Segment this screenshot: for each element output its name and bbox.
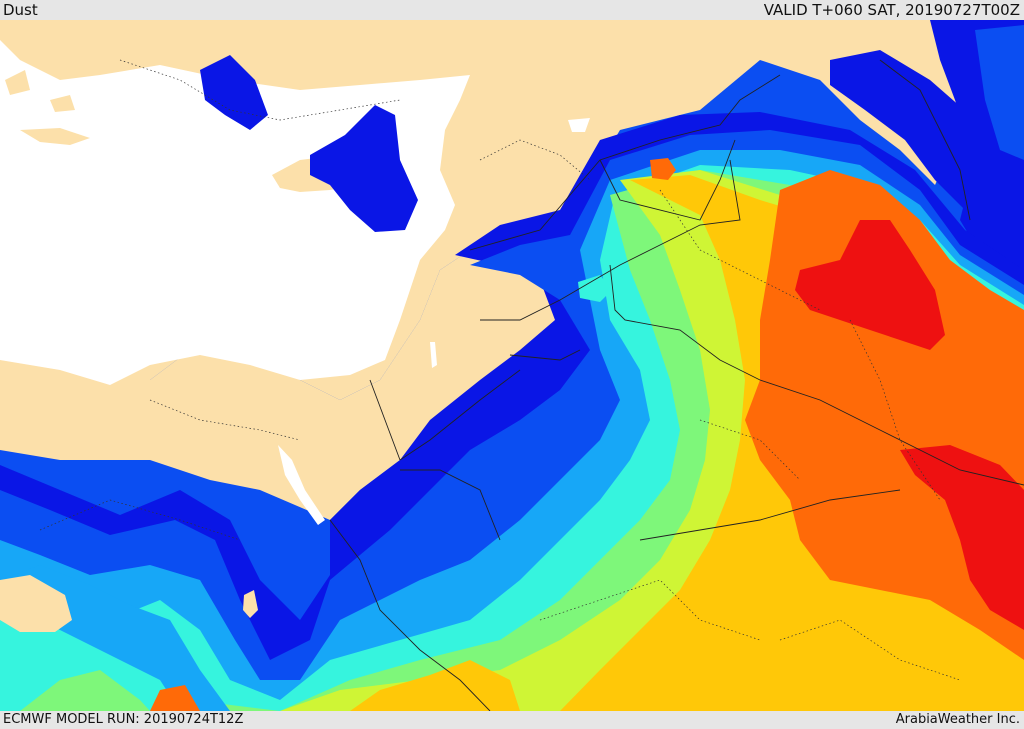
dead-sea bbox=[430, 342, 437, 368]
product-title: Dust bbox=[3, 1, 38, 19]
dust-southwest-orange bbox=[150, 685, 200, 711]
lake-van bbox=[568, 118, 590, 132]
map-canvas bbox=[0, 20, 1024, 711]
dust-blob-caspian bbox=[830, 50, 985, 210]
dust-forecast-map bbox=[0, 20, 1024, 711]
land-oasis-patch bbox=[243, 590, 258, 618]
dust-spot-syria bbox=[650, 158, 676, 180]
dust-pocket-jordan bbox=[578, 275, 612, 302]
model-run-label: ECMWF MODEL RUN: 20190724T12Z bbox=[3, 712, 244, 727]
land-southwest bbox=[0, 250, 580, 520]
mediterranean-sea bbox=[0, 40, 470, 385]
libya-land-patch bbox=[0, 575, 72, 632]
dust-level-9-north bbox=[795, 220, 945, 350]
header-bar: Dust VALID T+060 SAT, 20190727T00Z bbox=[0, 0, 1024, 20]
valid-time-label: VALID T+060 SAT, 20190727T00Z bbox=[763, 1, 1020, 19]
footer-bar: ECMWF MODEL RUN: 20190724T12Z ArabiaWeat… bbox=[0, 711, 1024, 729]
dust-level-9-south bbox=[900, 445, 1024, 630]
aegean-islands bbox=[5, 70, 90, 145]
dust-blob-northeast-inner bbox=[975, 25, 1024, 160]
dust-blob-cyprus bbox=[310, 105, 418, 232]
dust-southwest-band-2 bbox=[0, 620, 180, 711]
dust-blob-turkey-west bbox=[200, 55, 268, 130]
red-sea-gulf bbox=[278, 445, 325, 525]
dust-southwest-band-3 bbox=[20, 670, 150, 711]
province-borders bbox=[39, 59, 961, 681]
credit-label: ArabiaWeather Inc. bbox=[895, 712, 1020, 727]
country-borders bbox=[329, 59, 1024, 711]
